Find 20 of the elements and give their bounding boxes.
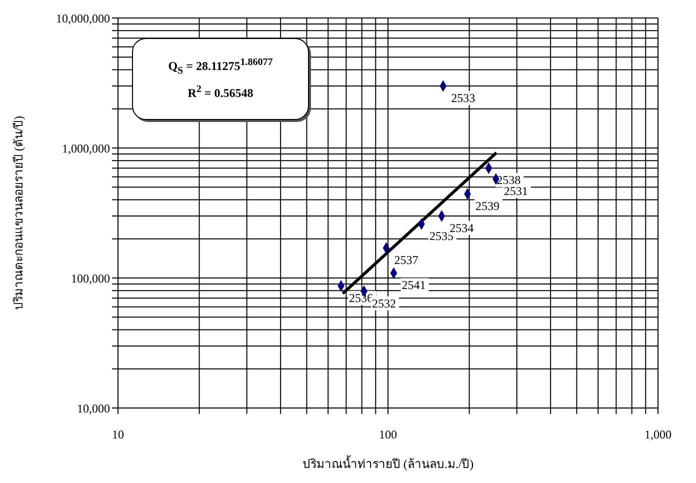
- annotation: 2537: [394, 253, 418, 268]
- y-tick-label: 100,000: [71, 271, 110, 286]
- x-tick-label: 10: [112, 428, 124, 442]
- annotation: R$^{2}$ = 0.56548: [186, 84, 254, 102]
- annotation: 2533: [451, 90, 476, 105]
- annotation: 2531: [504, 184, 528, 198]
- y-axis-title: ปริมาณตะกอนแขวนลอยรายปี (ตัน/ปี): [11, 116, 26, 310]
- y-tick-label: 10,000,000: [56, 11, 110, 26]
- y-tick-label: 10,000: [77, 401, 110, 416]
- annotation: 2538: [496, 173, 521, 188]
- annotation: Q$_{S}$ = 28.11275$^{1.86077}$: [167, 57, 274, 76]
- y-tick-label: 1,000,000: [62, 141, 110, 156]
- annotation: 2539: [476, 198, 500, 213]
- equation-box: Q$_{S}$ = 28.11275$^{1.86077}$ R$^{2}$ = 0.56548: [132, 38, 309, 120]
- annotation: 2541: [402, 278, 426, 292]
- x-tick-label: 100: [379, 428, 397, 442]
- annotation: 2532: [372, 296, 396, 310]
- x-tick-label: 1,000: [644, 428, 672, 442]
- annotation: 2534: [450, 220, 474, 235]
- x-axis-title: ปริมาณน้ำท่ารายปี (ล้านลบ.ม./ปี): [302, 455, 474, 471]
